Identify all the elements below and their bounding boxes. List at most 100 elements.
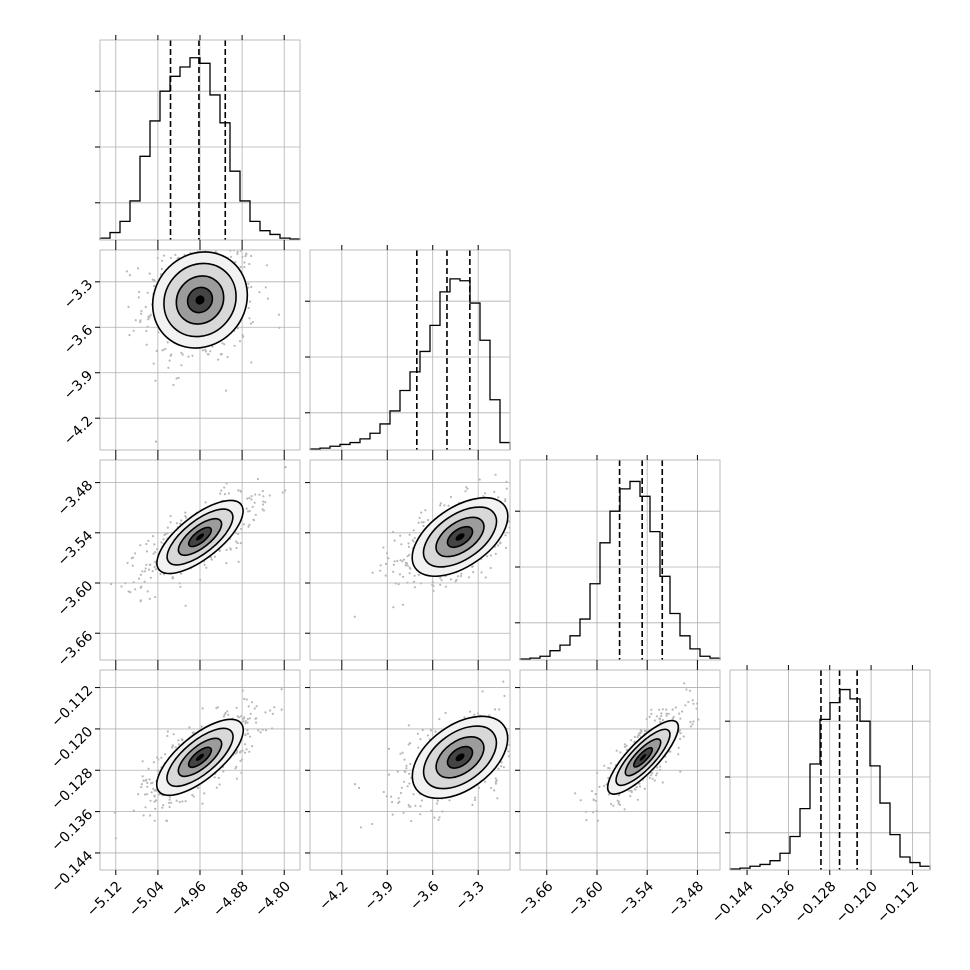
scatter-point <box>500 765 503 768</box>
y-tick-label: −0.128 <box>48 765 96 813</box>
scatter-point <box>407 545 411 549</box>
scatter-point <box>439 502 442 505</box>
scatter-point <box>496 797 499 800</box>
scatter-point <box>386 552 389 555</box>
scatter-point <box>385 795 388 798</box>
scatter-point <box>145 550 149 553</box>
x-tick-label: −3.60 <box>565 878 607 920</box>
scatter-point <box>154 379 157 382</box>
scatter-point <box>266 297 269 300</box>
scatter-point <box>406 555 409 558</box>
scatter-point <box>387 557 390 560</box>
x-tick-label: −0.112 <box>874 878 922 926</box>
scatter-point <box>418 516 421 520</box>
scatter-point <box>261 503 265 506</box>
scatter-point <box>669 750 672 753</box>
scatter-point <box>420 521 423 524</box>
scatter-point <box>225 482 228 485</box>
scatter-point <box>661 781 664 784</box>
scatter-point <box>401 603 404 606</box>
histogram-0 <box>99 57 301 240</box>
scatter-point <box>175 799 178 802</box>
scatter-point <box>615 749 618 752</box>
scatter-point <box>504 534 507 537</box>
scatter-point <box>261 728 264 731</box>
scatter-point <box>651 777 654 780</box>
scatter-point <box>138 290 141 293</box>
contour-level-4 <box>195 533 205 541</box>
scatter-point <box>400 786 403 789</box>
scatter-point <box>392 570 395 574</box>
scatter-point <box>250 285 253 289</box>
scatter-point <box>164 347 167 350</box>
scatter-point <box>191 793 194 797</box>
scatter-point <box>163 533 166 537</box>
scatter-point <box>248 523 251 527</box>
scatter-point <box>233 344 236 347</box>
scatter-point <box>168 798 171 801</box>
scatter-point <box>143 570 147 573</box>
scatter-point <box>241 255 244 259</box>
scatter-point <box>273 706 276 709</box>
scatter-point <box>648 776 651 780</box>
scatter-point <box>412 540 415 543</box>
scatter-point <box>435 802 439 805</box>
scatter-point <box>153 279 156 282</box>
y-tick-label: −3.48 <box>55 478 97 520</box>
scatter-point <box>225 562 228 565</box>
scatter-point <box>188 726 191 729</box>
scatter-point <box>469 710 472 713</box>
scatter-point <box>155 548 159 551</box>
scatter-point <box>132 581 135 584</box>
scatter-point <box>619 751 622 754</box>
scatter-point <box>166 532 169 535</box>
scatter-point <box>177 739 180 742</box>
scatter-point <box>689 720 692 724</box>
scatter-point <box>162 348 165 351</box>
scatter-point <box>154 568 158 571</box>
y-tick-label: −0.120 <box>48 724 96 772</box>
scatter-point <box>672 715 675 719</box>
scatter-point <box>679 717 682 720</box>
contour-level-4 <box>195 295 205 305</box>
scatter-point <box>403 758 406 761</box>
density-contours-1-0 <box>151 251 249 349</box>
contour-level-4 <box>195 753 205 761</box>
scatter-point <box>667 712 670 715</box>
scatter-point <box>146 781 149 785</box>
scatter-point <box>226 710 229 713</box>
scatter-point <box>382 790 385 794</box>
scatter-point <box>455 578 458 582</box>
scatter-point <box>432 589 435 593</box>
scatter-point <box>402 575 405 579</box>
scatter-point <box>147 767 150 770</box>
scatter-point <box>219 492 222 495</box>
scatter-point <box>148 778 151 781</box>
scatter-point <box>223 343 226 346</box>
scatter-point <box>175 377 178 380</box>
scatter-point <box>484 576 487 579</box>
panel-1-0 <box>95 245 301 455</box>
scatter-point <box>596 771 599 775</box>
scatter-point <box>239 265 242 269</box>
scatter-point <box>692 720 695 723</box>
scatter-point <box>653 779 656 782</box>
contour-level-4 <box>455 753 465 762</box>
scatter-point <box>241 689 244 692</box>
scatter-point <box>484 492 487 495</box>
scatter-point <box>478 786 481 790</box>
x-tick-label: −5.12 <box>84 878 126 920</box>
scatter-point <box>612 804 615 807</box>
scatter-point <box>171 576 174 580</box>
scatter-point <box>639 729 642 732</box>
scatter-point <box>277 313 280 316</box>
scatter-point <box>683 682 686 685</box>
scatter-point <box>493 708 497 711</box>
scatter-point <box>507 755 510 758</box>
x-tick-label: −4.88 <box>210 878 252 920</box>
scatter-point <box>165 819 168 822</box>
scatter-point <box>471 565 474 569</box>
scatter-point <box>252 519 256 522</box>
scatter-point <box>438 816 441 819</box>
density-contours-2-1 <box>411 496 509 578</box>
